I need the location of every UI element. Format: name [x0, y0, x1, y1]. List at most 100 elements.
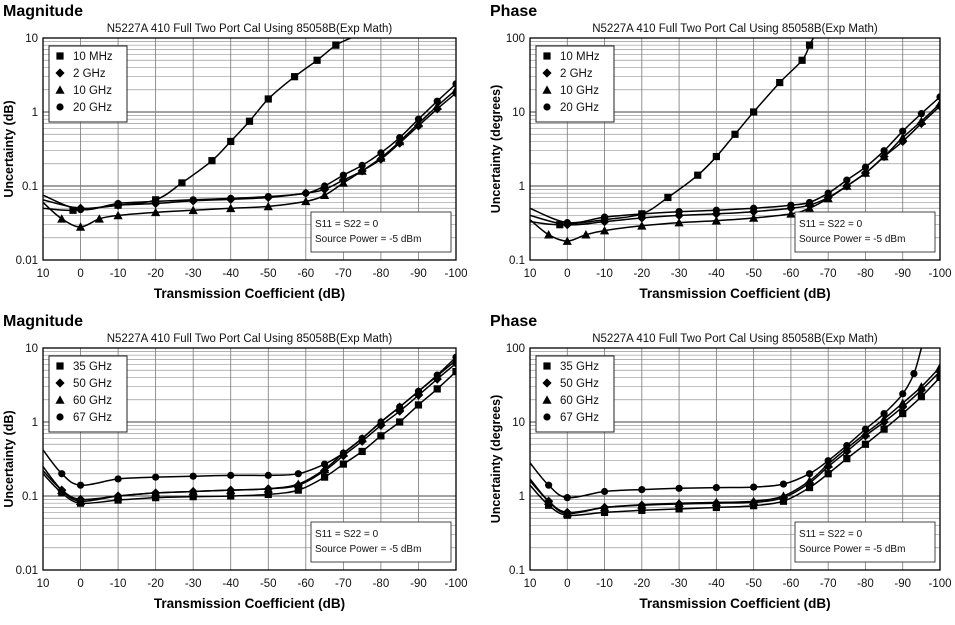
point-67-ghz — [114, 475, 122, 483]
annotation-line: S11 = S22 = 0 — [315, 219, 379, 230]
legend-label-2-ghz: 2 GHz — [560, 68, 593, 80]
point-10-ghz — [749, 213, 759, 222]
panel-heading: Phase — [490, 313, 537, 330]
point-20-ghz — [339, 171, 347, 179]
point-10-ghz — [935, 98, 940, 108]
point-10-ghz — [898, 133, 908, 142]
y-tick-label: 10 — [512, 107, 525, 119]
point-60-ghz — [804, 476, 815, 485]
x-tick-label: -60 — [298, 268, 315, 280]
x-tick-label: -40 — [708, 578, 725, 590]
annotation-line: Source Power = -5 dBm — [799, 544, 905, 555]
legend-label-50-ghz: 50 GHz — [560, 378, 599, 390]
point-10-mhz — [694, 171, 702, 179]
point-10-mhz — [208, 157, 216, 165]
point-35-ghz — [936, 373, 940, 382]
point-67-ghz — [861, 425, 870, 433]
x-tick-label: -70 — [335, 268, 352, 280]
point-35-ghz — [675, 505, 683, 513]
point-35-ghz — [917, 393, 925, 401]
point-67-ghz — [899, 390, 907, 398]
point-10-ghz — [151, 207, 161, 217]
point-10-mhz — [245, 117, 254, 125]
x-tick-label: -100 — [928, 578, 951, 590]
point-20-ghz — [861, 163, 870, 171]
legend-marker-35-ghz — [56, 362, 64, 370]
point-10-mhz — [805, 41, 814, 49]
point-10-ghz — [357, 166, 367, 175]
point-35-ghz — [861, 440, 870, 448]
x-axis-label: Transmission Coefficient (dB) — [639, 286, 830, 301]
point-10-ghz — [823, 193, 833, 203]
plot-frame — [529, 347, 941, 571]
point-10-ghz — [319, 190, 330, 200]
point-67-ghz — [910, 370, 918, 378]
legend-label-10-ghz: 10 GHz — [560, 85, 599, 97]
annotation-line: S11 = S22 = 0 — [799, 529, 863, 540]
point-60-ghz — [674, 498, 684, 507]
x-tick-label: -10 — [596, 268, 613, 280]
legend-marker-50-ghz — [55, 378, 65, 388]
point-20-ghz — [600, 213, 609, 221]
y-tick-label: 0.1 — [509, 255, 525, 267]
point-60-ghz — [226, 485, 236, 494]
x-axis-label: Transmission Coefficient (dB) — [154, 596, 345, 611]
x-tick-label: -10 — [596, 578, 613, 590]
point-10-ghz — [842, 181, 852, 190]
panel-heading: Phase — [490, 3, 537, 20]
chart-panel-4: Phase N5227A 410 Full Two Port Cal Using … — [489, 313, 952, 611]
point-60-ghz — [898, 398, 908, 407]
point-67-ghz — [779, 480, 788, 488]
point-35-ghz — [320, 473, 329, 481]
annotation-line: Source Power = -5 dBm — [315, 544, 421, 555]
point-10-ghz — [113, 210, 123, 220]
chart-title: N5227A 410 Full Two Port Cal Using 85058… — [592, 23, 878, 35]
point-10-ghz — [301, 196, 311, 206]
point-20-ghz — [750, 204, 758, 212]
y-tick-label: 1 — [32, 107, 38, 119]
point-67-ghz — [545, 481, 553, 489]
point-10-ghz — [674, 218, 684, 227]
point-60-ghz — [562, 508, 572, 518]
x-tick-label: -30 — [185, 268, 202, 280]
x-tick-label: -60 — [298, 578, 315, 590]
x-tick-label: -60 — [783, 268, 800, 280]
annotation: S11 = S22 = 0 Source Power = -5 dBm — [310, 521, 452, 563]
point-10-mhz — [712, 152, 720, 161]
x-tick-label: 10 — [524, 268, 537, 280]
x-tick-label: -20 — [147, 268, 164, 280]
x-tick-label: -10 — [110, 578, 127, 590]
point-10-ghz — [786, 209, 796, 218]
point-10-mhz — [798, 56, 806, 64]
x-tick-label: 10 — [37, 578, 50, 590]
y-axis-label: Uncertainty (dB) — [2, 100, 16, 197]
point-67-ghz — [563, 494, 571, 502]
x-tick-label: -60 — [783, 578, 800, 590]
point-60-ghz — [151, 488, 161, 497]
y-axis-label: Uncertainty (degrees) — [489, 395, 503, 524]
point-10-ghz — [432, 101, 442, 110]
point-35-ghz — [880, 425, 888, 433]
point-60-ghz — [637, 500, 647, 509]
x-tick-label: -30 — [185, 578, 202, 590]
series-line-20-ghz — [530, 96, 940, 224]
point-35-ghz — [843, 455, 851, 463]
point-35-ghz — [358, 447, 366, 456]
point-20-ghz — [320, 182, 329, 190]
series-line-20-ghz — [43, 83, 456, 211]
point-20-ghz — [824, 189, 832, 197]
legend-marker-67-ghz — [56, 413, 64, 421]
x-tick-label: -40 — [222, 268, 239, 280]
series-line-2-ghz — [43, 92, 456, 210]
point-60-ghz — [935, 362, 940, 372]
x-tick-label: -90 — [894, 268, 911, 280]
x-tick-label: -50 — [260, 578, 277, 590]
point-10-ghz — [376, 153, 386, 162]
x-tick-label: 10 — [524, 578, 537, 590]
plot-frame — [529, 37, 941, 261]
point-10-ghz — [413, 118, 424, 128]
annotation: S11 = S22 = 0 Source Power = -5 dBm — [794, 521, 936, 563]
annotation-line: S11 = S22 = 0 — [799, 219, 863, 230]
point-20-ghz — [880, 147, 888, 155]
